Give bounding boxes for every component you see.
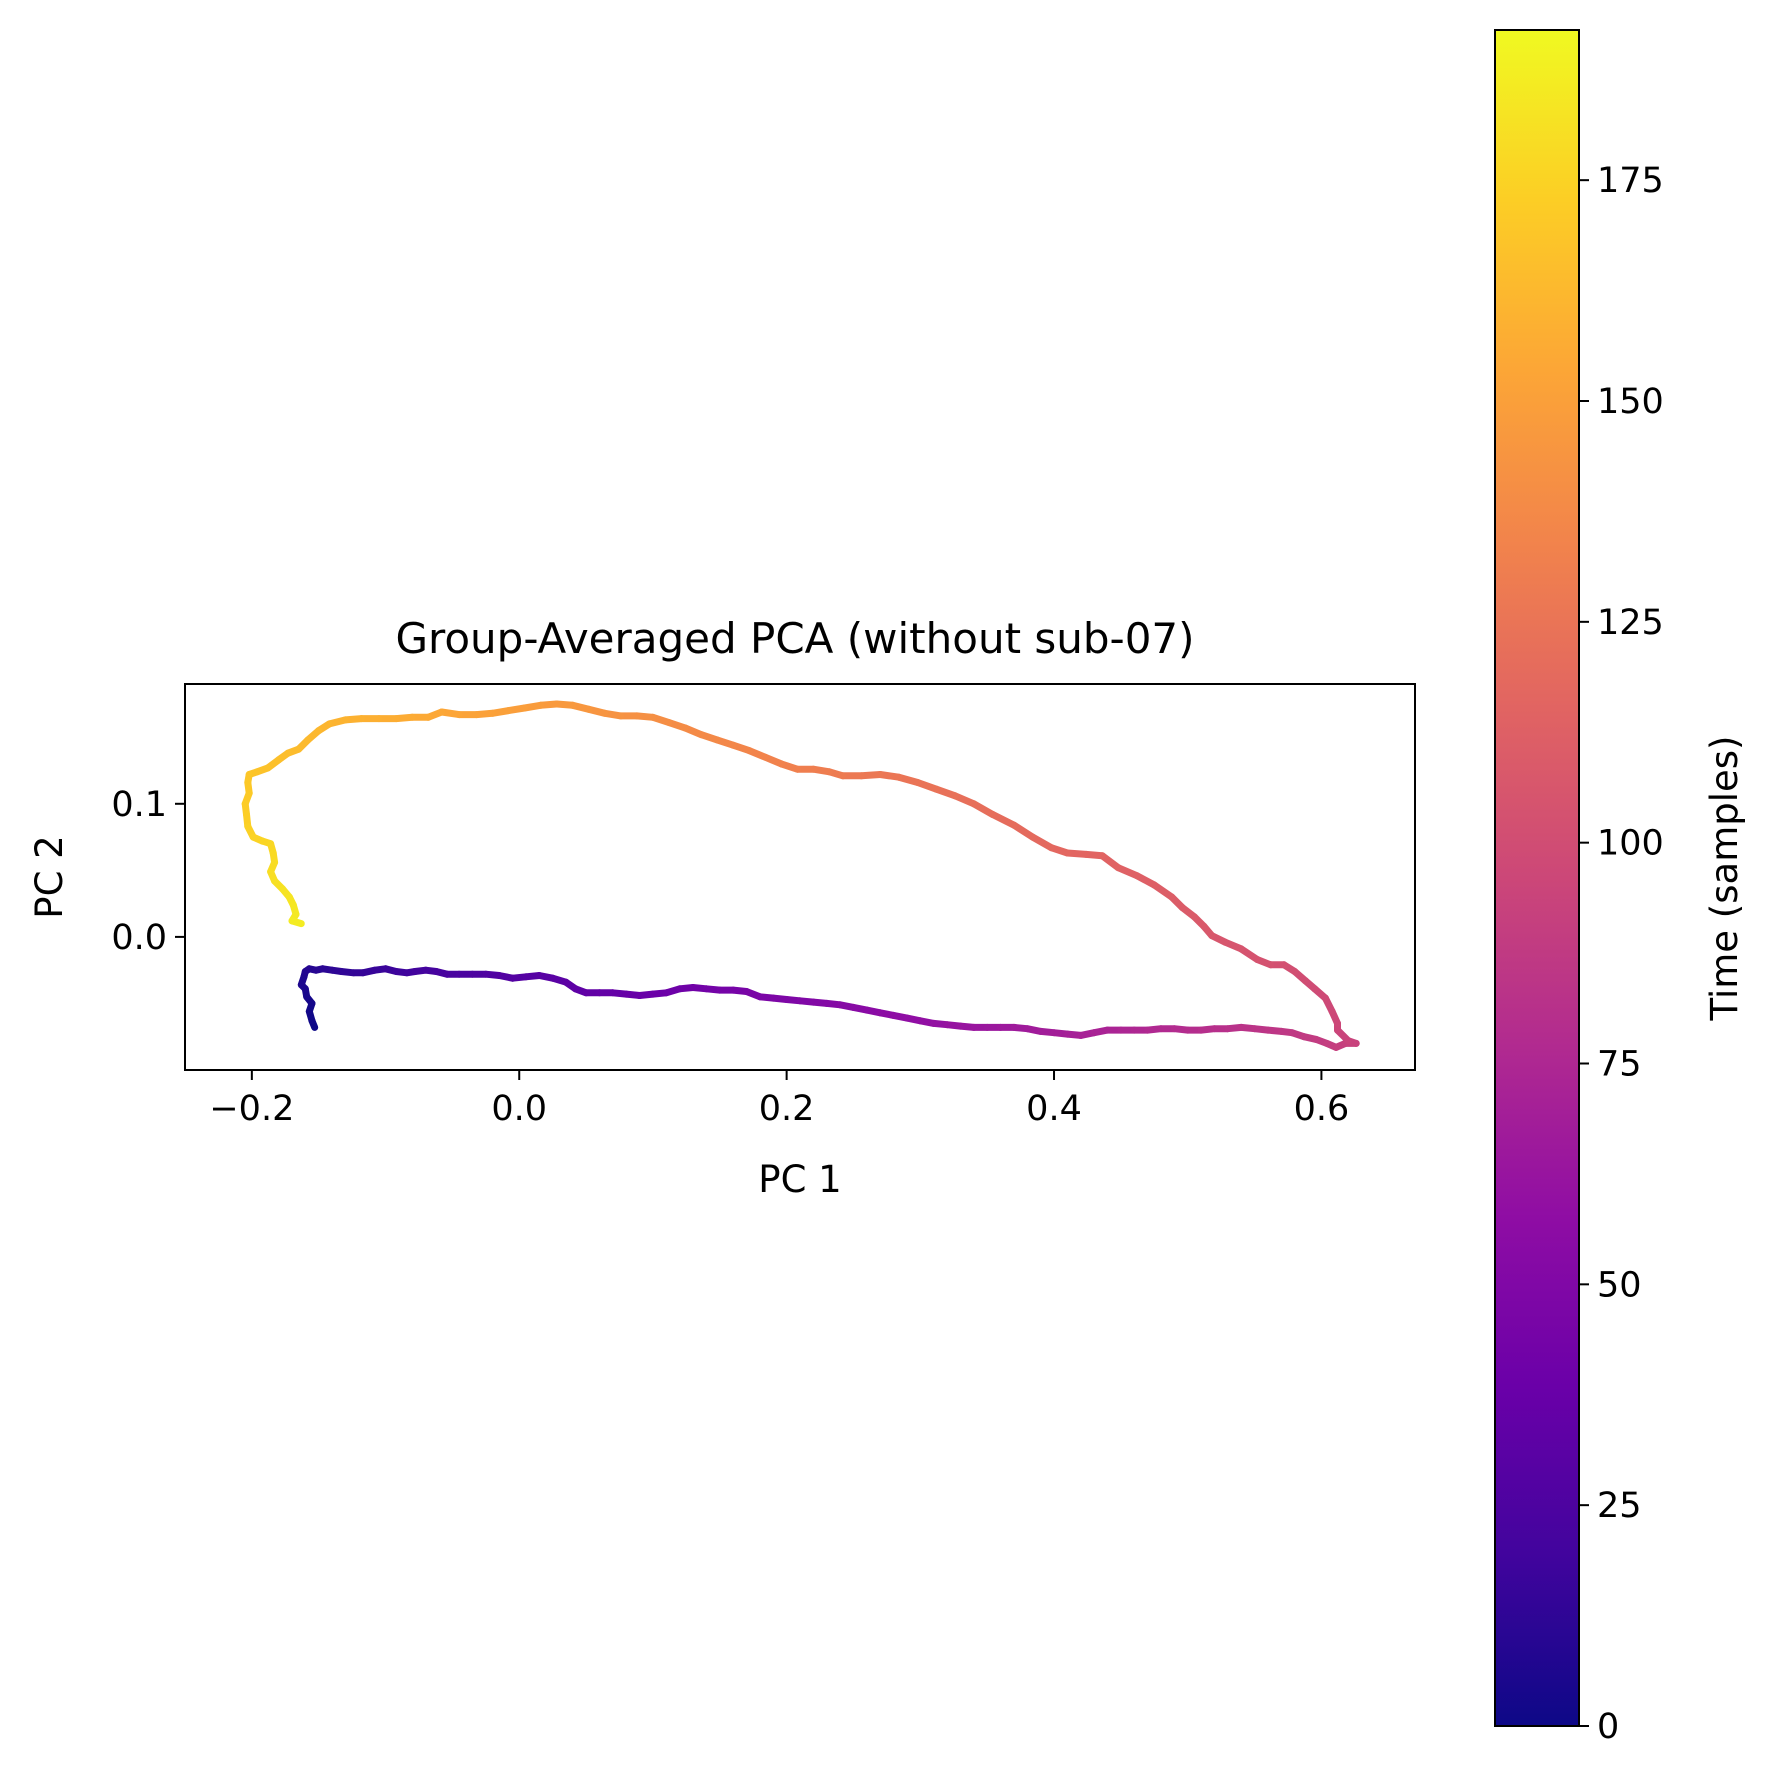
trajectory-segment — [1010, 821, 1037, 841]
trajectory-segment — [970, 800, 996, 818]
y-tick-label: 0.1 — [111, 785, 167, 825]
colorbar-tick-label: 0 — [1597, 1707, 1619, 1747]
colorbar-tick-label: 100 — [1597, 824, 1664, 864]
y-axis-ticks: 0.0 0.1 — [111, 785, 185, 958]
colorbar-tick-label: 75 — [1597, 1045, 1642, 1085]
colorbar-tick-label: 25 — [1597, 1486, 1642, 1526]
colorbar-tick-label: 50 — [1597, 1265, 1642, 1305]
trajectory-segment — [989, 810, 1018, 829]
x-tick-label: 0.4 — [1026, 1089, 1082, 1129]
main-axes: Group-Averaged PCA (without sub-07) −0.2… — [28, 614, 1416, 1201]
colorbar-label: Time (samples) — [1703, 736, 1746, 1022]
y-axis-label: PC 2 — [28, 835, 71, 918]
trajectory-segment — [1150, 881, 1176, 901]
plot-frame — [184, 683, 1416, 1071]
colorbar-gradient — [1494, 29, 1580, 1727]
y-tick-label: 0.0 — [111, 918, 167, 958]
trajectory-line — [241, 700, 1360, 1051]
x-axis-label: PC 1 — [758, 1158, 841, 1201]
x-tick-label: −0.2 — [209, 1089, 294, 1129]
colorbar-tick-label: 150 — [1597, 382, 1664, 422]
x-tick-label: 0.6 — [1294, 1089, 1350, 1129]
colorbar-tick-label: 175 — [1597, 161, 1664, 201]
x-axis-ticks: −0.2 0.0 0.2 0.4 0.6 — [209, 1070, 1349, 1129]
x-tick-label: 0.2 — [759, 1089, 815, 1129]
colorbar: 0 25 50 75 100 125 150 175 Time (samples) — [1494, 29, 1746, 1747]
chart-title: Group-Averaged PCA (without sub-07) — [395, 614, 1194, 663]
trajectory-segment — [1029, 833, 1055, 852]
trajectory-segment — [288, 917, 305, 928]
x-tick-label: 0.0 — [491, 1089, 547, 1129]
colorbar-ticks: 0 25 50 75 100 125 150 175 — [1579, 161, 1664, 1747]
colorbar-tick-label: 125 — [1597, 603, 1664, 643]
